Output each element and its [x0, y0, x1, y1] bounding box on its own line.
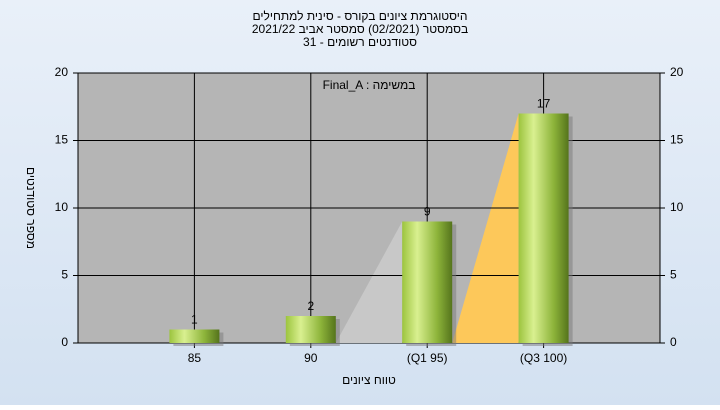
x-tick-label: (Q3 100)	[520, 351, 567, 365]
y-axis-label: מספר סטודנטים	[24, 167, 38, 249]
chart-subtitle: בסמסטר (02/2021) סמסטר אביב 2021/22	[252, 22, 468, 36]
data-label: 9	[424, 205, 431, 219]
x-axis-label: טווח ציונים	[342, 373, 396, 387]
x-tick-label: 85	[188, 351, 202, 365]
y-tick-label: 0	[61, 335, 68, 349]
y-tick-label: 20	[55, 65, 69, 79]
connector-area	[452, 113, 519, 343]
y2-tick-label: 5	[670, 268, 677, 282]
chart-subtitle: סטודנטים רשומים - 31	[303, 35, 417, 49]
y-tick-label: 5	[61, 268, 68, 282]
x-tick-label: (Q1 95)	[407, 351, 448, 365]
data-label: 17	[537, 97, 551, 111]
y2-tick-label: 20	[670, 65, 684, 79]
annotation: Final_A : במשימה	[323, 78, 416, 92]
bar	[285, 316, 336, 343]
bar	[169, 329, 220, 343]
y-tick-label: 10	[55, 200, 69, 214]
connector-area	[335, 221, 403, 343]
y2-tick-label: 10	[670, 200, 684, 214]
y2-tick-label: 15	[670, 133, 684, 147]
x-tick-label: 90	[304, 351, 318, 365]
y2-tick-label: 0	[670, 335, 677, 349]
y-tick-label: 15	[55, 133, 69, 147]
chart-title: היסטוגרמת ציונים בקורס - סינית למתחילים	[252, 9, 467, 23]
bar	[518, 113, 569, 343]
data-label: 1	[191, 313, 198, 327]
bar	[402, 221, 453, 343]
data-label: 2	[307, 299, 314, 313]
